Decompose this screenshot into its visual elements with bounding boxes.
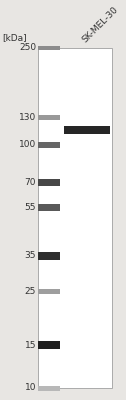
Bar <box>38 341 60 349</box>
Bar <box>38 252 60 260</box>
Bar <box>38 142 60 148</box>
Text: 35: 35 <box>24 251 36 260</box>
Text: 55: 55 <box>24 204 36 212</box>
Bar <box>38 386 60 390</box>
Text: [kDa]: [kDa] <box>2 33 27 42</box>
Text: 100: 100 <box>19 140 36 149</box>
Text: 25: 25 <box>25 287 36 296</box>
Bar <box>38 114 60 120</box>
Bar <box>64 126 110 134</box>
Bar <box>38 289 60 294</box>
Text: 70: 70 <box>24 178 36 187</box>
Bar <box>38 179 60 186</box>
Text: SK-MEL-30: SK-MEL-30 <box>81 4 120 44</box>
Text: 15: 15 <box>24 341 36 350</box>
Text: 10: 10 <box>24 384 36 392</box>
Bar <box>38 48 112 388</box>
Text: 130: 130 <box>19 112 36 122</box>
Bar <box>38 46 60 50</box>
Text: 250: 250 <box>19 44 36 52</box>
Bar <box>38 204 60 212</box>
